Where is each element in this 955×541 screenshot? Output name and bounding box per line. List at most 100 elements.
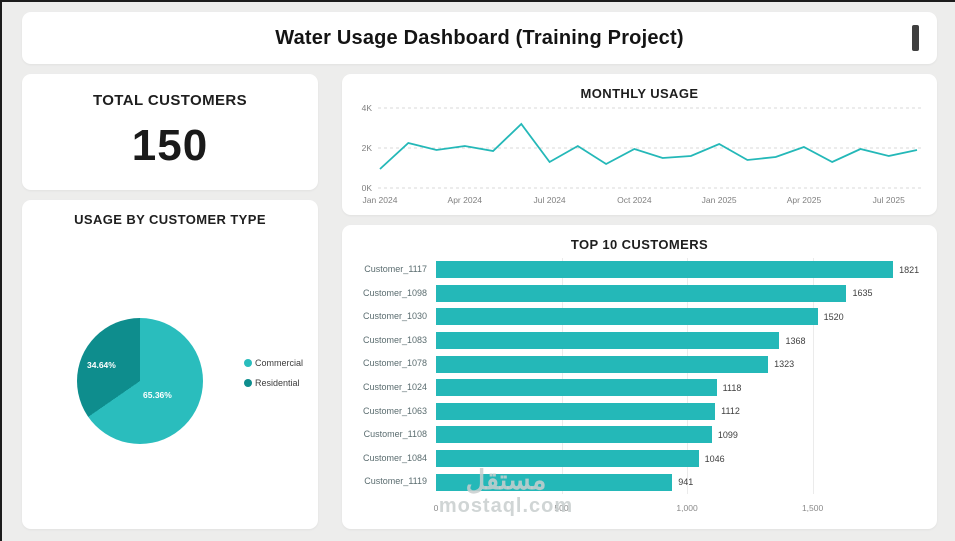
pie-legend: Commercial Residential (244, 358, 303, 398)
line-y-axis: 0K 2K 4K (350, 102, 374, 193)
bar-row: Customer_1098 1635 (356, 281, 913, 306)
bar-value-label: 1112 (721, 406, 740, 417)
bar-track: 1046 (436, 446, 913, 471)
bar-customer_1083[interactable] (436, 332, 780, 350)
bar-track: 1323 (436, 352, 913, 376)
line-chart-svg (378, 107, 923, 189)
gridline (812, 375, 814, 400)
x-tick-label: Jul 2025 (872, 195, 905, 205)
bar-category-label: Customer_1030 (362, 311, 427, 322)
bar-customer_1030[interactable] (436, 308, 818, 326)
bar-track: 1099 (436, 423, 913, 447)
bar-row: Customer_1063 1112 (356, 399, 913, 424)
legend-item-residential[interactable]: Residential (244, 378, 303, 388)
bar-title: TOP 10 CUSTOMERS (570, 237, 709, 252)
x-tick-label: 1,500 (801, 503, 824, 513)
bar-row: Customer_1083 1368 (356, 328, 913, 353)
legend-dot-commercial (244, 359, 252, 367)
bar-track: 1112 (436, 399, 913, 424)
bar-row: Customer_1117 1821 (356, 258, 919, 282)
bar-track: 1520 (436, 305, 913, 329)
bar-row: Customer_1078 1323 (356, 352, 913, 376)
x-tick-label: Oct 2024 (617, 195, 652, 205)
bar-value-label: 1520 (823, 311, 844, 322)
bar-customer_1024[interactable] (436, 379, 717, 397)
bar-value-label: 1368 (785, 335, 806, 346)
x-tick-label: 0 (433, 503, 439, 513)
bar-value-label: 941 (678, 477, 694, 488)
bar-category-label: Customer_1063 (362, 405, 427, 416)
bar-customer_1098[interactable] (436, 284, 847, 302)
gridline (812, 328, 814, 353)
bar-customer_1119[interactable] (436, 473, 673, 491)
bar-row: Customer_1108 1099 (356, 423, 913, 447)
y-tick-label: 2K (361, 143, 372, 153)
x-tick-label: 1,000 (676, 503, 698, 513)
monthly-usage-card: MONTHLY USAGE 0K 2K 4K Jan 2024 Apr 2024 Jul… (342, 74, 937, 215)
bar-customer_1117[interactable] (436, 261, 894, 279)
bar-chart: Customer_1117 1821 Customer_1098 1635 Custom… (356, 258, 919, 494)
line-chart[interactable] (378, 102, 923, 192)
usage-line-series[interactable] (379, 122, 918, 170)
bar-track: 1821 (436, 258, 919, 282)
bar-customer_1078[interactable] (436, 355, 769, 373)
pie-title: USAGE BY CUSTOMER TYPE (74, 212, 266, 227)
gridline (812, 423, 814, 447)
legend-item-commercial[interactable]: Commercial (244, 358, 303, 368)
bar-value-label: 1118 (722, 382, 742, 393)
bar-category-label: Customer_1098 (362, 287, 427, 298)
bar-category-label: Customer_1078 (362, 358, 427, 369)
bar-track: 941 (436, 470, 913, 494)
header-accent-bar (912, 25, 919, 51)
gridline (812, 470, 814, 494)
bar-category-label: Customer_1117 (364, 264, 427, 274)
x-tick-label: Apr 2024 (447, 195, 483, 205)
total-customers-title: TOTAL CUSTOMERS (92, 92, 248, 109)
bar-row: Customer_1119 941 (356, 470, 913, 494)
bar-value-label: 1323 (774, 359, 795, 370)
bar-category-label: Customer_1024 (362, 381, 427, 392)
bar-value-label: 1099 (717, 429, 738, 440)
bar-customer_1084[interactable] (436, 450, 699, 468)
header-card: Water Usage Dashboard (Training Project) (22, 12, 937, 64)
pie-label-residential: 34.64% (87, 360, 116, 370)
total-customers-card: TOTAL CUSTOMERS 150 (22, 74, 318, 190)
legend-dot-residential (244, 379, 252, 387)
x-tick-label: Jan 2025 (701, 195, 737, 205)
y-tick-label: 4K (361, 103, 372, 113)
gridline (812, 446, 814, 471)
bar-category-label: Customer_1083 (362, 334, 427, 345)
bar-row: Customer_1024 1118 (356, 375, 913, 400)
x-tick-label: Apr 2025 (786, 195, 822, 205)
y-tick-label: 0K (361, 183, 372, 193)
bar-x-axis: 0 500 1,000 1,500 (433, 503, 913, 515)
top-customers-card: TOP 10 CUSTOMERS Customer_1117 1821 Custom… (342, 225, 937, 529)
pie-label-commercial: 65.36% (143, 390, 172, 400)
bar-track: 1635 (436, 281, 913, 306)
bar-row: Customer_1084 1046 (356, 446, 913, 471)
line-title: MONTHLY USAGE (580, 86, 699, 101)
legend-label-residential: Residential (255, 378, 300, 388)
bar-track: 1118 (436, 375, 913, 400)
gridline (812, 399, 814, 424)
bar-customer_1063[interactable] (436, 402, 716, 420)
bar-row: Customer_1030 1520 (356, 305, 913, 329)
x-tick-label: Jul 2024 (533, 195, 566, 205)
legend-label-commercial: Commercial (255, 358, 304, 368)
gridline (812, 352, 814, 376)
line-x-axis: Jan 2024 Apr 2024 Jul 2024 Oct 2024 Jan 2025… (362, 195, 923, 208)
pie-chart[interactable]: 34.64% 65.36% (77, 318, 203, 444)
x-tick-label: 500 (554, 503, 569, 513)
bar-category-label: Customer_1084 (362, 452, 427, 463)
total-customers-value: 150 (131, 121, 209, 170)
bar-track: 1368 (436, 328, 913, 353)
gridline (687, 470, 689, 494)
bar-value-label: 1635 (852, 288, 873, 299)
usage-by-type-card: USAGE BY CUSTOMER TYPE 34.64% 65.36% Com… (22, 200, 318, 529)
bar-category-label: Customer_1119 (364, 476, 427, 487)
bar-category-label: Customer_1108 (363, 429, 427, 440)
bar-value-label: 1046 (704, 453, 725, 464)
bar-customer_1108[interactable] (436, 426, 712, 444)
page-title: Water Usage Dashboard (Training Project) (275, 27, 684, 49)
bar-value-label: 1821 (899, 264, 920, 275)
